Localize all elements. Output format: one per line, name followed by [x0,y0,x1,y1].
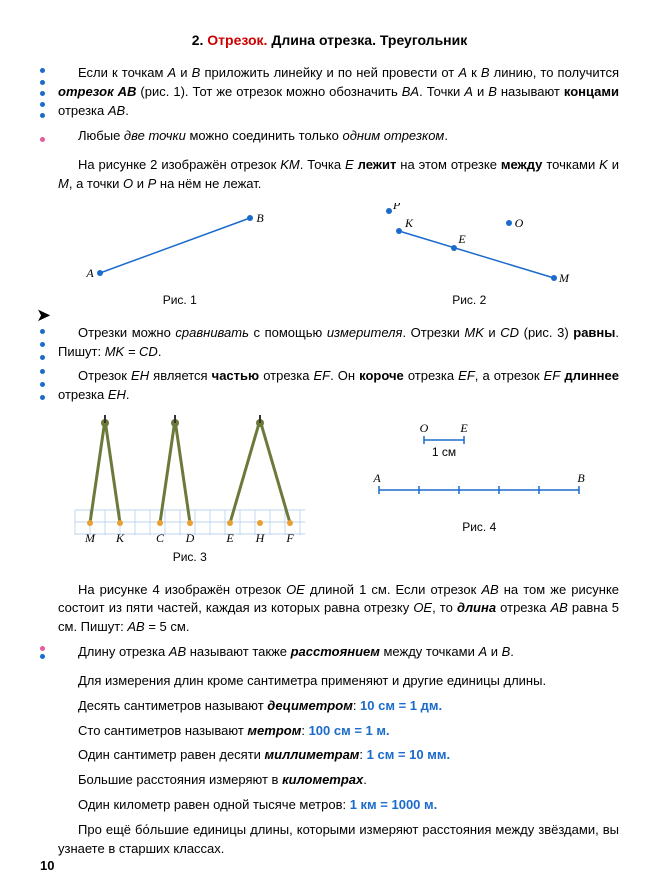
svg-text:D: D [184,531,194,545]
block-1: Если к точкам A и B приложить линейку и … [40,64,619,145]
units-block: Для измерения длин кроме сантиметра прим… [40,672,619,859]
figure-2: PK E O M Рис. 2 [359,203,579,309]
figure-1: AB Рис. 1 [80,203,280,309]
fig1-caption: Рис. 1 [80,292,280,309]
svg-text:O: O [515,216,524,230]
fig4-svg: O E 1 см A B [364,415,594,515]
figure-row-2: M K C D E H F Рис. 3 O E 1 см A B Рис. 4 [40,415,619,566]
svg-text:E: E [225,531,234,545]
svg-text:K: K [404,216,414,230]
units-line-3: Один сантиметр равен десяти миллиметрам:… [58,746,619,765]
figure-4: O E 1 см A B Рис. 4 [364,415,594,566]
fig2-caption: Рис. 2 [359,292,579,309]
dot-strip [40,66,45,143]
fig2-svg: PK E O M [359,203,579,288]
title-prefix: 2. [192,32,208,48]
fig3-caption: Рис. 3 [65,549,315,566]
fig1-svg: AB [80,203,280,288]
fig3-svg: MKCDEHF [65,415,315,545]
fig4-caption: Рис. 4 [364,519,594,536]
paragraph-2: Любые две точки можно соединить только о… [58,127,619,146]
paragraph-1: Если к точкам A и B приложить линейку и … [58,64,619,121]
dot-strip-2 [40,326,45,403]
svg-text:B: B [578,471,586,485]
units-line-5: Один километр равен одной тысяче метров:… [58,796,619,815]
units-outro: Про ещё бо́льшие единицы длины, которыми… [58,821,619,859]
svg-text:A: A [373,471,382,485]
figure-3: M K C D E H F Рис. 3 [65,415,315,566]
arrow-icon: ➤ [36,302,51,328]
svg-text:H: H [254,531,265,545]
svg-text:F: F [285,531,294,545]
dot-strip-3 [40,645,45,660]
svg-text:M: M [84,531,96,545]
title-rest: Длина отрезка. Треугольник [267,32,467,48]
svg-text:P: P [392,203,401,212]
block-2: ➤ Отрезки можно сравнивать с помощью изм… [40,324,619,405]
block-3: Длину отрезка AB называют также расстоян… [40,643,619,662]
svg-text:O: O [420,421,429,435]
section-title: 2. Отрезок. Длина отрезка. Треугольник [40,30,619,50]
svg-text:M: M [558,271,570,285]
paragraph-7: Длину отрезка AB называют также расстоян… [58,643,619,662]
figure-row-1: AB Рис. 1 PKEOM Рис. 2 [40,203,619,309]
units-intro: Для измерения длин кроме сантиметра прим… [58,672,619,691]
units-line-4: Большие расстояния измеряют в километрах… [58,771,619,790]
svg-text:C: C [156,531,165,545]
paragraph-4: Отрезки можно сравнивать с помощью измер… [58,324,619,362]
title-highlight: Отрезок. [207,32,267,48]
svg-text:B: B [256,211,264,225]
svg-text:E: E [460,421,469,435]
units-line-1: Десять сантиметров называют дециметром: … [58,697,619,716]
page-number: 10 [40,857,54,876]
paragraph-5: Отрезок EH является частью отрезка EF. О… [58,367,619,405]
paragraph-6: На рисунке 4 изображён отрезок OE длиной… [40,581,619,638]
svg-text:1 см: 1 см [432,445,456,459]
units-line-2: Сто сантиметров называют метром: 100 см … [58,722,619,741]
svg-text:A: A [85,266,94,280]
paragraph-3: На рисунке 2 изображён отрезок KM. Точка… [40,156,619,194]
svg-text:E: E [458,232,467,246]
svg-text:K: K [115,531,125,545]
